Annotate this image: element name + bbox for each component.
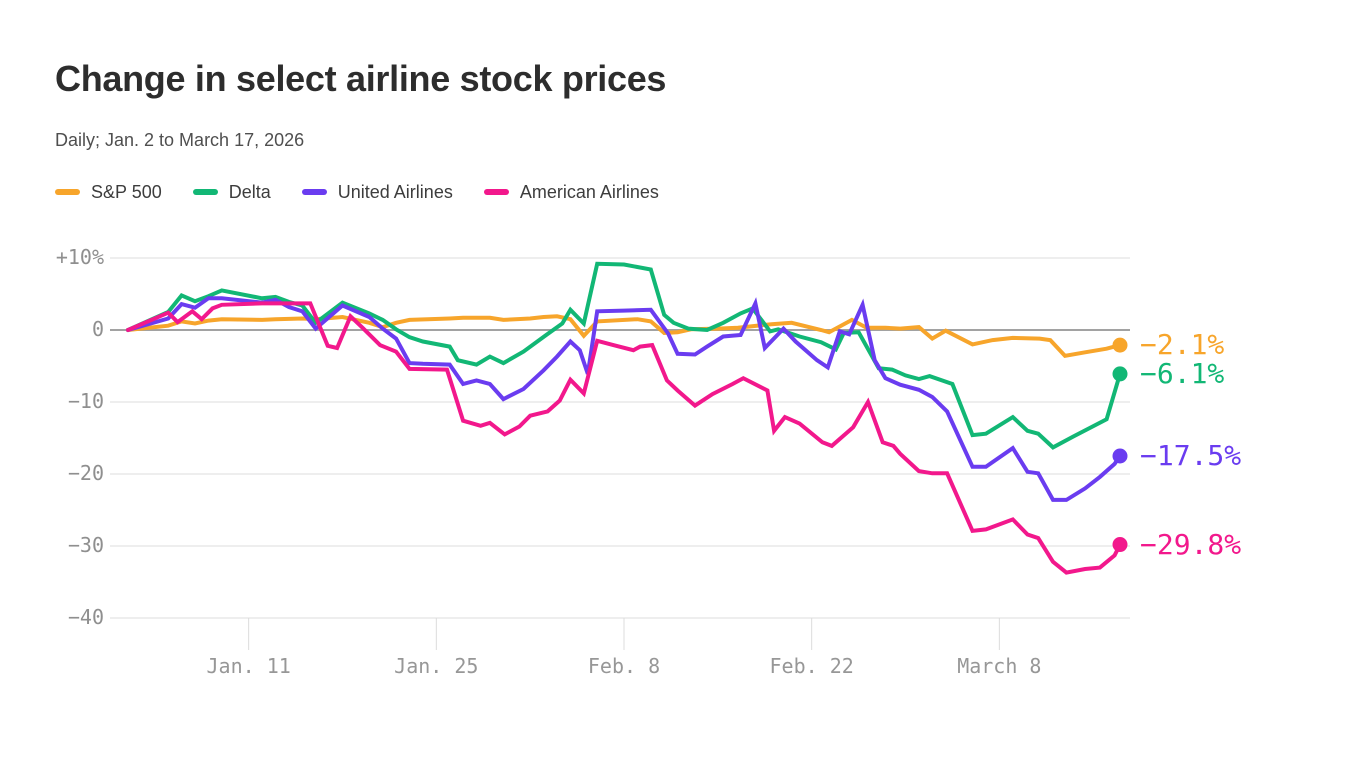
legend-swatch xyxy=(192,189,218,195)
legend-item-sp500: S&P 500 xyxy=(55,182,162,203)
y-axis-label: −40 xyxy=(67,605,104,629)
legend-swatch xyxy=(483,189,509,195)
x-axis-label: Jan. 25 xyxy=(394,654,479,678)
legend-swatch xyxy=(55,189,80,195)
series-line-delta xyxy=(126,261,1122,450)
series-line-american-airlines xyxy=(126,301,1122,575)
series-end-dot xyxy=(1112,448,1128,464)
y-axis-label: 0 xyxy=(91,317,104,341)
legend: S&P 500 Delta United Airlines American A… xyxy=(55,181,659,203)
y-axis-label: −10 xyxy=(67,389,104,413)
y-axis-label: +10% xyxy=(55,245,104,269)
legend-label: United Airlines xyxy=(337,181,453,202)
series-end-dot xyxy=(1112,537,1128,553)
y-axis-label: −20 xyxy=(67,461,104,485)
x-axis-label: March 8 xyxy=(957,654,1042,678)
end-label: −2.1% xyxy=(1140,328,1225,362)
legend-label: American Airlines xyxy=(519,181,659,202)
y-axis-label: −30 xyxy=(67,533,104,557)
legend-label: Delta xyxy=(228,181,271,202)
end-label: −17.5% xyxy=(1140,439,1242,472)
chart-subtitle: Daily; Jan. 2 to March 17, 2026 xyxy=(55,130,305,150)
series-end-dot xyxy=(1112,337,1128,353)
x-axis-label: Feb. 22 xyxy=(769,654,854,678)
legend-label: S&P 500 xyxy=(91,181,162,202)
x-axis-label: Feb. 8 xyxy=(587,654,661,678)
series-end-dot xyxy=(1112,366,1128,382)
chart-title: Change in select airline stock prices xyxy=(55,58,667,99)
series-line-s-p-500 xyxy=(126,314,1122,359)
x-axis-label: Jan. 11 xyxy=(206,654,291,678)
series-line-united-airlines xyxy=(126,296,1122,502)
end-label: −29.8% xyxy=(1140,527,1242,561)
legend-item-american: American Airlines xyxy=(483,181,659,203)
legend-swatch xyxy=(301,189,327,195)
legend-item-united: United Airlines xyxy=(301,181,453,203)
end-label: −6.1% xyxy=(1140,356,1225,390)
legend-item-delta: Delta xyxy=(192,181,271,203)
